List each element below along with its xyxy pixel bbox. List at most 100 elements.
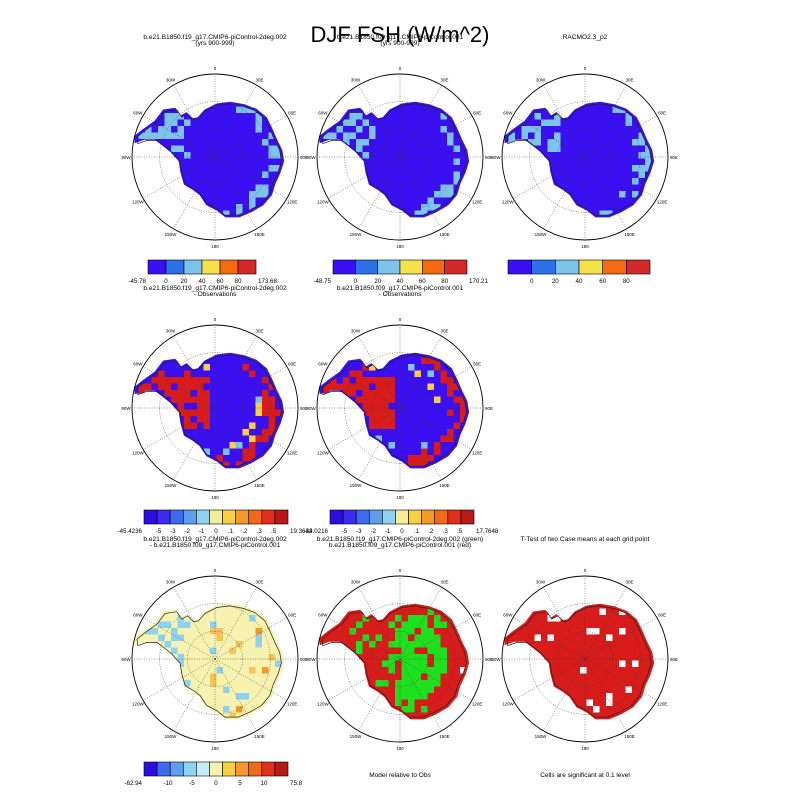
colorbar-box xyxy=(248,509,263,525)
colorbar-box xyxy=(329,509,344,525)
longitude-label: 30E xyxy=(440,78,448,83)
colorbar-box xyxy=(444,259,468,275)
coastline xyxy=(321,354,467,467)
longitude-label: 30E xyxy=(255,78,263,83)
colorbar-label: -3 xyxy=(356,528,362,535)
colorbar-label: 20 xyxy=(181,278,188,285)
longitude-label: 60E xyxy=(288,110,296,115)
longitude-label: 120E xyxy=(472,701,483,706)
longitude-label: 150E xyxy=(439,483,450,488)
colorbar-label: .5 xyxy=(271,528,277,535)
colorbar-label: -62.94 xyxy=(124,780,142,787)
longitude-label: 90W xyxy=(121,155,131,160)
longitude-label: 150W xyxy=(165,483,178,488)
colorbar-box xyxy=(332,259,356,275)
longitude-label: 120W xyxy=(317,450,330,455)
colorbar-box xyxy=(183,259,203,275)
longitude-label: 90W xyxy=(491,155,501,160)
colorbar-cb2: -48.75 0 20 40 60 80 170.21 xyxy=(313,259,488,285)
coastline xyxy=(136,103,282,216)
colorbar-box xyxy=(209,761,223,777)
longitude-label: 150E xyxy=(254,734,265,739)
colorbar-box xyxy=(182,509,197,525)
colorbar-box xyxy=(626,259,651,275)
grid-cells xyxy=(508,106,652,216)
colorbar-box xyxy=(531,259,556,275)
colorbar-label: .5 xyxy=(457,528,463,535)
graticule xyxy=(132,576,298,742)
longitude-label: 90E xyxy=(300,406,308,411)
colorbar-box xyxy=(237,259,257,275)
colorbar-box xyxy=(355,259,378,275)
longitude-label: 0 xyxy=(214,66,217,71)
longitude-label: 180 xyxy=(211,495,219,500)
longitude-label: 60E xyxy=(473,110,481,115)
colorbar-box xyxy=(143,761,158,777)
colorbar-box xyxy=(368,509,383,525)
colorbar-box xyxy=(447,509,462,525)
colorbar-box xyxy=(261,509,276,525)
colorbar-box xyxy=(555,259,580,275)
longitude-label: 60E xyxy=(473,612,481,617)
longitude-label: 150W xyxy=(535,734,548,739)
colorbar-box xyxy=(460,509,475,525)
panel-title-line2: (yrs 900-999) xyxy=(380,40,419,47)
colorbar-label: 80 xyxy=(623,278,630,285)
graticule xyxy=(317,74,483,240)
longitude-label: 150E xyxy=(254,232,265,237)
colorbar-label: 0 xyxy=(214,528,218,535)
longitude-label: 120E xyxy=(287,701,298,706)
colorbar-label: 60 xyxy=(217,278,224,285)
map-panel-r2c1: b.e21.B1850.f19_g17.CMIP6-piControl-2deg… xyxy=(121,285,308,500)
longitude-label: 30W xyxy=(536,78,546,83)
colorbar-box xyxy=(274,509,289,525)
graticule xyxy=(317,325,483,491)
longitude-label: 150E xyxy=(624,734,635,739)
longitude-label: 30E xyxy=(625,580,633,585)
figure-title: DJF FSH (W/m^2) xyxy=(311,22,490,47)
longitude-label: 30E xyxy=(625,78,633,83)
colorbar-label: 20 xyxy=(552,278,559,285)
longitude-label: 180 xyxy=(396,495,404,500)
grid-cells xyxy=(534,608,639,713)
longitude-label: 120E xyxy=(472,450,483,455)
colorbar-box xyxy=(196,761,210,777)
colorbar-box xyxy=(274,761,289,777)
longitude-label: 120W xyxy=(502,701,515,706)
colorbar-box xyxy=(377,259,401,275)
longitude-label: 180 xyxy=(581,746,589,751)
panel-title-line2: - b.e21.B1850.f09_g17.CMIP6-piControl.00… xyxy=(150,542,281,549)
colorbar-box xyxy=(395,509,409,525)
longitude-label: 150E xyxy=(254,483,265,488)
colorbar-box xyxy=(222,509,236,525)
colorbar-label: -1 xyxy=(199,528,205,535)
longitude-label: 90E xyxy=(485,657,493,662)
colorbar-label: -45.78 xyxy=(128,278,146,285)
continent-fill xyxy=(503,101,655,218)
colorbar-label: -45.4236 xyxy=(118,528,143,535)
colorbar-box xyxy=(382,509,396,525)
coastline xyxy=(506,103,652,216)
colorbar-box xyxy=(578,259,603,275)
map-panel-r1c3: RACMO2.3_p2 0 90E 180 90W 30W 60W 120W 150W 150E 1… xyxy=(491,34,678,249)
colorbar-label: -5 xyxy=(189,780,195,787)
longitude-label: 30W xyxy=(351,329,361,334)
longitude-label: 150E xyxy=(624,232,635,237)
longitude-label: 60W xyxy=(133,612,143,617)
longitude-label: 120W xyxy=(502,199,515,204)
colorbar-box xyxy=(421,509,436,525)
longitude-label: 150W xyxy=(165,734,178,739)
longitude-label: 30W xyxy=(166,78,176,83)
longitude-label: 60W xyxy=(318,361,328,366)
colorbar-label: .2 xyxy=(242,528,248,535)
continent-fill xyxy=(133,603,285,720)
colorbar-label: 0 xyxy=(164,278,168,285)
longitude-label: 120W xyxy=(317,701,330,706)
colorbar-label: -3 xyxy=(170,528,176,535)
longitude-label: 0 xyxy=(399,66,402,71)
longitude-label: 60E xyxy=(658,612,666,617)
map-boundary xyxy=(131,73,299,241)
colorbars-layer: -45.78 0 20 40 60 80 173.68 -48.75 0 20 40 60 80 170.… xyxy=(118,259,651,787)
map-boundary xyxy=(131,575,299,743)
longitude-label: 180 xyxy=(396,746,404,751)
